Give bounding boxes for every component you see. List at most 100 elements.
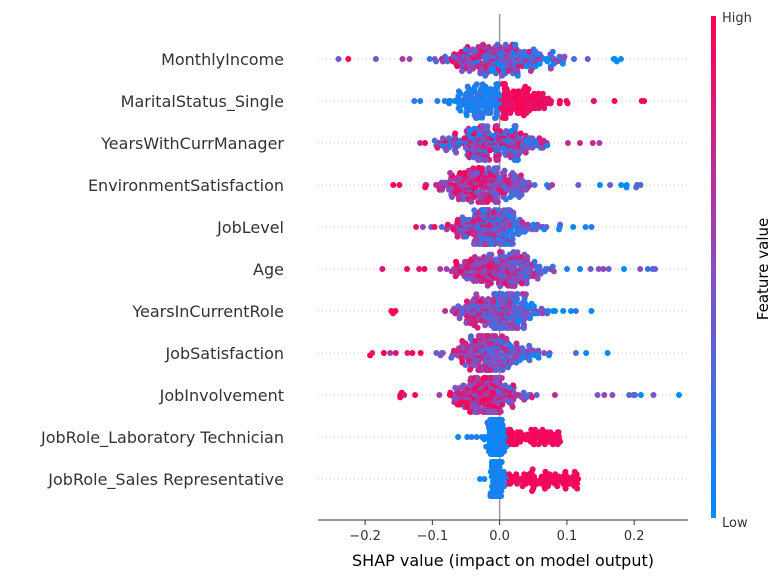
shap-point [530,441,537,448]
shap-point [523,226,530,233]
shap-point [417,350,424,356]
shap-point [469,107,476,114]
shap-point [463,233,470,240]
shap-point [534,221,541,228]
shap-point [539,144,546,151]
shap-point [478,434,485,440]
shap-point [456,315,463,322]
shap-point [507,342,514,349]
shap-point [457,384,463,391]
shap-point [497,249,503,255]
shap-point [556,53,563,60]
shap-point [517,130,524,137]
shap-point [574,485,581,492]
shap-point [497,283,504,289]
shap-point [549,48,556,55]
shap-point [462,144,469,151]
shap-point [399,56,406,62]
shap-point [521,325,527,331]
shap-point [441,179,448,186]
shap-point [505,186,511,193]
shap-point [607,182,614,188]
shap-point [468,434,475,440]
shap-point [515,63,522,70]
shap-point [545,95,552,102]
shap-point [562,485,569,492]
shap-point [494,459,501,465]
shap-point [577,266,583,272]
shap-point [503,128,510,134]
shap-point [492,451,499,457]
shap-point [621,266,627,272]
shap-point [536,135,543,142]
shap-point [480,409,487,415]
shap-point [518,394,525,401]
x-tick-label: −0.2 [349,529,381,544]
shap-point [534,275,541,282]
shap-point [474,63,481,70]
shap-point [504,177,511,184]
colorbar-low-label: Low [722,516,748,531]
shap-point [516,149,523,156]
shap-point [455,434,462,440]
shap-point [638,98,645,104]
shap-point [509,404,516,410]
shap-point [510,249,517,255]
shap-point [564,140,571,146]
shap-point [471,241,477,247]
shap-point [525,144,531,151]
shap-point [466,382,473,389]
shap-point [532,310,538,317]
shap-point [475,367,482,373]
shap-point [556,473,563,480]
shap-point [570,224,577,230]
shap-point [539,426,546,433]
shap-point [557,438,564,445]
shap-point [469,298,476,305]
shap-point [512,41,519,48]
shap-point [444,221,451,228]
shap-point [496,174,503,181]
shap-point [464,275,471,282]
colorbar [711,16,716,518]
shap-point [367,352,374,359]
shap-point [454,63,461,70]
feature-label: JobSatisfaction [164,344,284,363]
shap-point [528,300,535,307]
shap-point [417,98,424,104]
shap-point [454,233,461,240]
shap-point [480,254,487,260]
shap-point [498,105,505,112]
shap-point [502,115,509,121]
shap-point [474,375,481,381]
shap-point [520,112,527,119]
shap-point [480,41,486,48]
shap-point [595,266,602,272]
shap-point [501,254,508,260]
shap-point [422,184,429,191]
shap-point [490,167,497,174]
shap-point [526,48,533,55]
shap-point [396,182,403,188]
shap-point [484,110,491,116]
shap-point [644,266,651,272]
shap-point [494,275,501,282]
shap-point [507,426,514,433]
shap-point [443,266,450,272]
shap-point [426,56,433,62]
shap-point [531,352,538,359]
shap-point [470,219,477,226]
shap-point [498,189,505,196]
shap-point [446,392,453,398]
shap-point [450,347,457,354]
shap-point [544,142,551,149]
shap-point [499,291,506,297]
shap-point [437,266,444,272]
shap-point [499,401,506,408]
shap-point [489,409,495,415]
shap-point [490,132,497,139]
shap-point [489,240,496,247]
shap-point [560,308,567,314]
shap-point [544,310,551,317]
shap-point [484,282,491,289]
